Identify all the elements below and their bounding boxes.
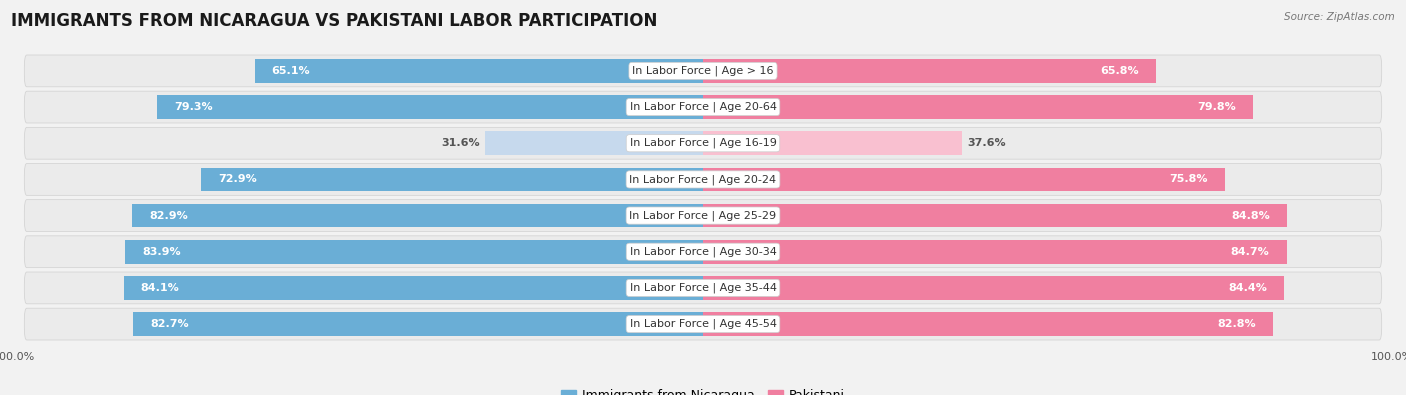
Text: In Labor Force | Age 20-64: In Labor Force | Age 20-64 (630, 102, 776, 112)
FancyBboxPatch shape (24, 164, 1382, 196)
Bar (124, 276, 703, 300)
Bar (703, 167, 1225, 191)
Bar (485, 132, 703, 155)
Bar (703, 276, 1285, 300)
Text: 84.7%: 84.7% (1230, 247, 1270, 257)
Bar (703, 59, 1156, 83)
FancyBboxPatch shape (24, 236, 1382, 268)
FancyBboxPatch shape (24, 272, 1382, 304)
Text: In Labor Force | Age > 16: In Labor Force | Age > 16 (633, 66, 773, 76)
Text: 37.6%: 37.6% (967, 138, 1007, 148)
Text: 79.8%: 79.8% (1197, 102, 1236, 112)
Text: 65.8%: 65.8% (1101, 66, 1139, 76)
Bar (703, 95, 1253, 119)
Text: 82.8%: 82.8% (1218, 319, 1256, 329)
Legend: Immigrants from Nicaragua, Pakistani: Immigrants from Nicaragua, Pakistani (557, 384, 849, 395)
Text: 82.9%: 82.9% (149, 211, 188, 220)
Bar (125, 240, 703, 263)
Text: 82.7%: 82.7% (150, 319, 188, 329)
Bar (703, 240, 1286, 263)
Bar (254, 59, 703, 83)
FancyBboxPatch shape (24, 91, 1382, 123)
Bar (703, 204, 1288, 228)
Text: 65.1%: 65.1% (271, 66, 311, 76)
Text: In Labor Force | Age 16-19: In Labor Force | Age 16-19 (630, 138, 776, 149)
Text: 79.3%: 79.3% (174, 102, 212, 112)
FancyBboxPatch shape (24, 308, 1382, 340)
FancyBboxPatch shape (24, 199, 1382, 231)
Text: In Labor Force | Age 45-54: In Labor Force | Age 45-54 (630, 319, 776, 329)
FancyBboxPatch shape (24, 127, 1382, 159)
Text: 31.6%: 31.6% (441, 138, 479, 148)
FancyBboxPatch shape (24, 55, 1382, 87)
Text: 84.8%: 84.8% (1232, 211, 1270, 220)
Bar (132, 204, 703, 228)
Text: 84.4%: 84.4% (1229, 283, 1267, 293)
Text: In Labor Force | Age 35-44: In Labor Force | Age 35-44 (630, 283, 776, 293)
Text: In Labor Force | Age 30-34: In Labor Force | Age 30-34 (630, 246, 776, 257)
Text: In Labor Force | Age 25-29: In Labor Force | Age 25-29 (630, 210, 776, 221)
Text: 84.1%: 84.1% (141, 283, 180, 293)
Text: Source: ZipAtlas.com: Source: ZipAtlas.com (1284, 12, 1395, 22)
Text: 83.9%: 83.9% (142, 247, 181, 257)
Bar (156, 95, 703, 119)
Bar (703, 312, 1274, 336)
Bar (703, 132, 962, 155)
Text: 72.9%: 72.9% (218, 175, 257, 184)
Text: 75.8%: 75.8% (1170, 175, 1208, 184)
Text: In Labor Force | Age 20-24: In Labor Force | Age 20-24 (630, 174, 776, 185)
Bar (134, 312, 703, 336)
Text: IMMIGRANTS FROM NICARAGUA VS PAKISTANI LABOR PARTICIPATION: IMMIGRANTS FROM NICARAGUA VS PAKISTANI L… (11, 12, 658, 30)
Bar (201, 167, 703, 191)
